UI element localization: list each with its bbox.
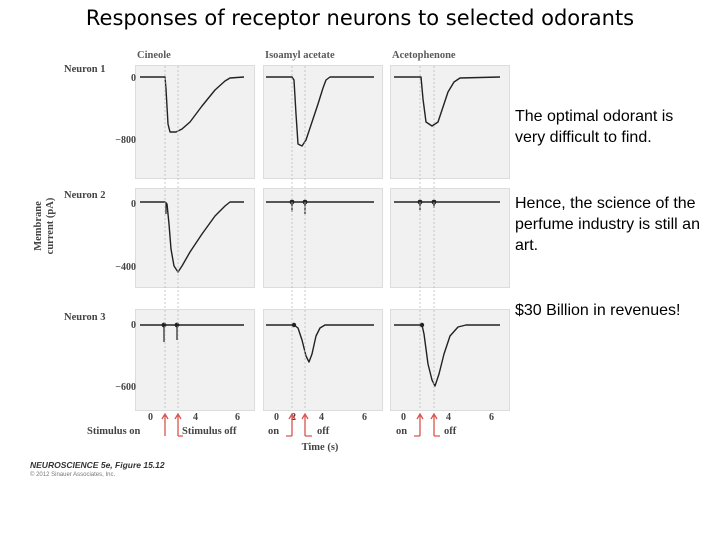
arrow-c2-on [286,412,296,437]
arrow-c3-on [414,412,424,437]
arrow-c1-off [174,412,183,437]
ytick-n3-min: −600 [115,382,136,393]
marker-n3-isoamyl-on [291,322,297,328]
trace-n1-acetophenone [394,76,501,127]
odorant-label-cineole: Cineole [137,50,171,61]
ytick-n2-zero: 0 [131,199,136,210]
ytick-n3-zero: 0 [131,320,136,331]
xtick-c1-4: 4 [193,412,198,423]
ytick-n2-min: −400 [115,262,136,273]
stimulus-on-label-c3: on [396,426,408,437]
stimulus-on-label-c1: Stimulus on [87,426,141,437]
xtick-c3-4: 4 [446,412,451,423]
trace-n1-isoamyl [266,76,374,147]
stimulus-off-label-c2: off [317,426,330,437]
xtick-c2-4: 4 [319,412,324,423]
side-text-revenues: $30 Billion in revenues! [515,302,681,319]
xtick-c1-0: 0 [148,412,153,423]
figure-caption: NEUROSCIENCE 5e, Figure 15.12 [30,460,165,470]
trace-n1-cineole [140,76,245,133]
marker-n3-cineole-off [174,322,180,328]
panel-n3-cineole [135,309,255,411]
side-text-perfume-industry: Hence, the science of the perfume indust… [515,195,700,254]
panel-n1-isoamyl [263,65,383,179]
ytick-n1-min: −800 [115,135,136,146]
marker-n3-acetophenone-on [419,322,425,328]
odorant-response-figure: Cineole Isoamyl acetate Acetophenone Neu… [30,44,510,464]
panel-n1-cineole [135,65,255,179]
stimulus-off-label-c3: off [444,426,457,437]
xtick-c2-0: 0 [274,412,279,423]
trace-n3-acetophenone [394,324,500,387]
x-axis-title: Time (s) [301,442,339,453]
panel-n2-cineole [135,188,255,288]
xtick-c3-0: 0 [401,412,406,423]
ytick-n1-zero: 0 [131,73,136,84]
neuron-3-label: Neuron 3 [64,312,106,323]
side-text-optimal-odorant: The optimal odorant is very difficult to… [515,108,674,146]
panel-n3-acetophenone [390,309,510,411]
stimulus-off-label-c1: Stimulus off [182,426,237,437]
neuron-2-label: Neuron 2 [64,190,106,201]
panel-n2-acetophenone [390,188,510,288]
panel-n2-isoamyl [263,188,383,288]
panel-n1-acetophenone [390,65,510,179]
neuron-1-label: Neuron 1 [64,64,106,75]
response-traces [140,66,501,437]
arrow-c3-off [430,412,440,437]
odorant-label-acetophenone: Acetophenone [392,50,456,61]
figure-copyright: © 2012 Sinauer Associates, Inc. [30,472,116,478]
trace-n2-cineole [140,201,244,273]
trace-n3-isoamyl [266,324,374,363]
odorant-label-isoamyl: Isoamyl acetate [265,50,335,61]
xtick-c2-6: 6 [362,412,367,423]
slide-title: Responses of receptor neurons to selecte… [85,6,635,30]
marker-n3-cineole-on [161,322,167,328]
arrow-c2-off [301,412,312,437]
arrow-c1-on [161,412,169,436]
xtick-c1-6: 6 [235,412,240,423]
stimulus-on-label-c2: on [268,426,280,437]
xtick-c3-6: 6 [489,412,494,423]
